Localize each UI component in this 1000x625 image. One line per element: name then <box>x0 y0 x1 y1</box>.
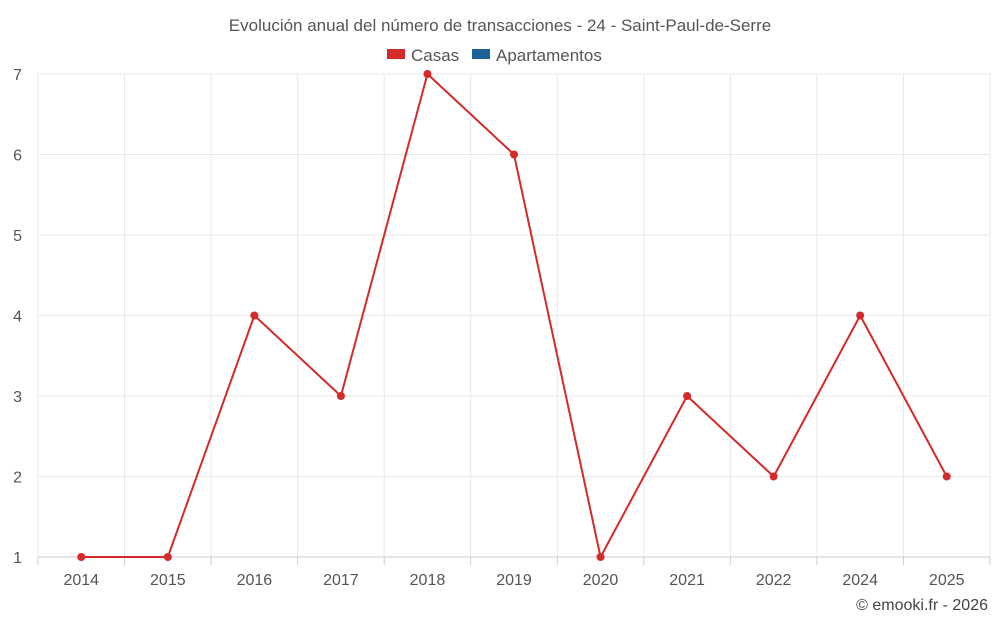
chart-title: Evolución anual del número de transaccio… <box>229 16 771 35</box>
data-point[interactable] <box>336 392 345 400</box>
data-point[interactable] <box>250 311 259 320</box>
y-tick-label: 5 <box>13 228 22 245</box>
data-point[interactable] <box>683 392 692 400</box>
legend-swatch-casas[interactable] <box>387 49 405 59</box>
legend-label-apartamentos[interactable]: Apartamentos <box>496 46 602 65</box>
y-tick-label: 7 <box>13 67 22 84</box>
y-tick-label: 2 <box>13 470 22 487</box>
x-tick-label: 2015 <box>150 572 186 589</box>
plot-area <box>77 70 951 561</box>
x-tick-label: 2014 <box>63 572 99 589</box>
x-tick-label: 2018 <box>410 572 446 589</box>
data-point[interactable] <box>942 472 951 481</box>
x-tick-label: 2020 <box>583 572 619 589</box>
data-point[interactable] <box>163 553 172 561</box>
legend-swatch-apartamentos[interactable] <box>472 49 490 59</box>
data-point[interactable] <box>769 472 778 481</box>
data-point[interactable] <box>77 553 86 561</box>
credit-text: © emooki.fr - 2026 <box>856 597 988 614</box>
legend-label-casas[interactable]: Casas <box>411 46 459 65</box>
legend: Casas Apartamentos <box>387 46 602 65</box>
x-tick-label: 2019 <box>496 572 532 589</box>
data-point[interactable] <box>856 311 865 320</box>
data-point[interactable] <box>423 70 432 78</box>
data-point[interactable] <box>596 553 605 561</box>
x-tick-label: 2024 <box>842 572 878 589</box>
x-tick-label: 2016 <box>237 572 273 589</box>
x-tick-label: 2021 <box>669 572 705 589</box>
data-point[interactable] <box>510 150 518 159</box>
y-tick-label: 6 <box>13 148 22 165</box>
x-tick-label: 2017 <box>323 572 359 589</box>
x-tick-label: 2022 <box>756 572 792 589</box>
y-tick-label: 4 <box>13 309 22 326</box>
x-tick-label: 2025 <box>929 572 965 589</box>
grid <box>37 73 991 557</box>
y-tick-label: 1 <box>13 550 22 567</box>
axes: 1 2 3 4 5 6 7 2014 2015 2016 2017 2018 2019 2020 2021 2… <box>13 67 991 589</box>
y-tick-label: 3 <box>13 389 22 406</box>
